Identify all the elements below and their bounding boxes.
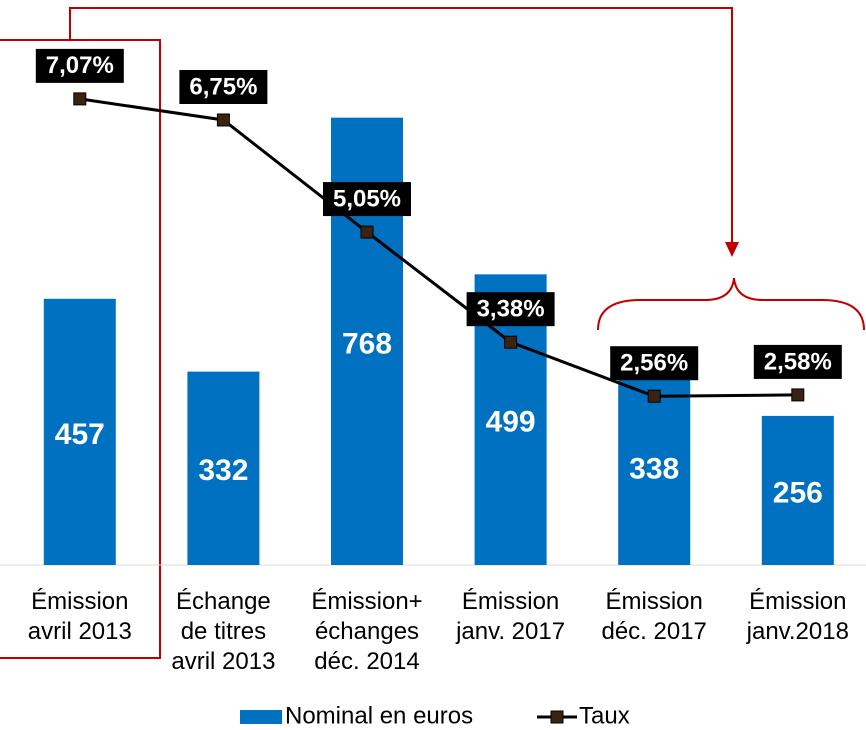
x-tick-label-line: Échange <box>176 588 271 615</box>
rate-marker <box>73 92 87 106</box>
rate-marker <box>647 389 661 403</box>
x-tick-label-line: Émission <box>462 588 559 615</box>
rate-label: 3,38% <box>477 296 545 323</box>
x-tick-label: Émission janv. 2017 <box>455 588 565 645</box>
rate-marker <box>791 388 805 402</box>
arrow-head <box>725 242 739 257</box>
x-tick-label-line: Émission <box>749 588 846 615</box>
rate-label-box <box>35 48 124 83</box>
x-tick-label-line: Émission <box>606 588 703 615</box>
rate-marker <box>360 225 374 239</box>
bar <box>187 371 260 565</box>
x-tick-label-line: janv.2018 <box>746 618 849 645</box>
legend-label: Taux <box>579 702 630 729</box>
x-tick-label: Émission janv.2018 <box>746 588 849 645</box>
bar-value-label: 256 <box>773 476 823 509</box>
x-tick-label-line: de titres <box>181 618 266 645</box>
x-tick-label-line: Émission+ <box>311 588 422 615</box>
bar-value-label: 332 <box>198 454 248 487</box>
bar <box>43 298 116 565</box>
rate-label: 7,07% <box>46 52 114 79</box>
bar <box>761 415 834 565</box>
highlight-box <box>0 39 161 659</box>
rate-marker <box>216 113 230 127</box>
x-tick-label-line: échanges <box>315 618 419 645</box>
rate-label: 2,56% <box>620 350 688 377</box>
bar-value-label: 499 <box>486 406 536 439</box>
rate-label: 5,05% <box>333 185 401 212</box>
x-tick-label-line: avril 2013 <box>28 618 132 645</box>
x-tick-label-line: janv. 2017 <box>455 618 565 645</box>
bar-value-label: 768 <box>342 327 392 360</box>
x-tick-label: Émission avril 2013 <box>28 588 132 645</box>
x-tick-label: Émission+ échanges déc. 2014 <box>311 588 422 675</box>
x-tick-label-line: avril 2013 <box>171 648 275 675</box>
legend-marker <box>550 710 564 724</box>
x-tick-label: Échange de titres avril 2013 <box>171 588 275 675</box>
rate-label-box <box>466 292 555 327</box>
x-tick-label: Émission déc. 2017 <box>601 588 706 645</box>
rate-line <box>79 97 798 398</box>
x-tick-label-line: déc. 2017 <box>601 618 706 645</box>
bar-value-label: 338 <box>629 452 679 485</box>
rate-label: 2,58% <box>764 348 832 375</box>
annotation-arrow <box>69 7 733 246</box>
x-tick-label-line: Émission <box>31 588 128 615</box>
brace <box>597 277 865 331</box>
rate-label-box <box>323 182 411 217</box>
legend-swatch <box>240 710 282 724</box>
rate-label-box <box>179 69 268 104</box>
x-tick-label-line: déc. 2014 <box>314 648 419 675</box>
rate-label-box <box>753 344 842 379</box>
rate-marker <box>504 335 518 349</box>
rate-label-box <box>610 346 699 381</box>
legend-label: Nominal en euros <box>285 702 473 729</box>
bar-value-label: 457 <box>55 418 105 451</box>
rate-label: 6,75% <box>189 73 257 100</box>
